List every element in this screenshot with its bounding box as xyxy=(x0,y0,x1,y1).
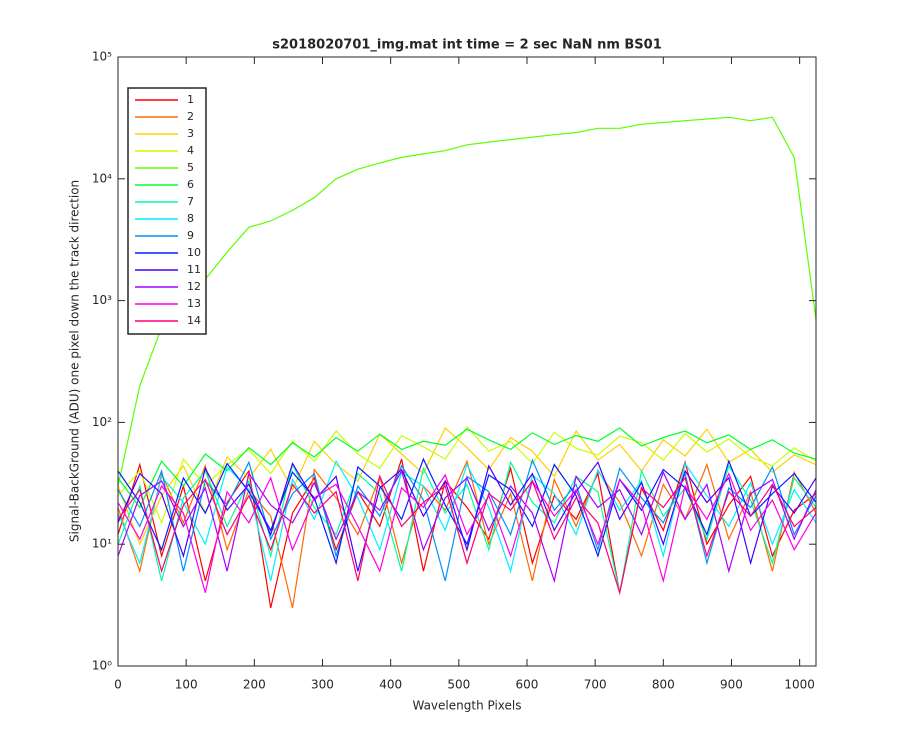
legend-label: 7 xyxy=(187,195,194,208)
series-line xyxy=(118,460,816,593)
x-tick-label: 500 xyxy=(447,678,470,692)
series-line xyxy=(118,427,816,509)
legend-label: 12 xyxy=(187,280,201,293)
x-tick-label: 0 xyxy=(114,678,122,692)
legend-label: 9 xyxy=(187,229,194,242)
y-axis-label: Signal-BackGround (ADU) one pixel down t… xyxy=(68,180,82,542)
x-tick-label: 700 xyxy=(584,678,607,692)
y-tick-label: 10⁴ xyxy=(92,171,112,185)
axes-box xyxy=(117,56,817,667)
y-tick-label: 10² xyxy=(92,415,112,429)
series-line xyxy=(118,457,816,566)
series-line xyxy=(118,474,816,596)
x-tick-label: 1000 xyxy=(784,678,815,692)
legend-label: 11 xyxy=(187,263,201,276)
x-tick-label: 400 xyxy=(379,678,402,692)
legend-label: 14 xyxy=(187,314,201,327)
series-line xyxy=(118,469,816,584)
series-line xyxy=(118,459,816,609)
y-tick-label: 10⁰ xyxy=(92,659,112,673)
series-line xyxy=(118,425,816,525)
legend-label: 10 xyxy=(187,246,201,259)
legend-label: 2 xyxy=(187,110,194,123)
legend-label: 3 xyxy=(187,127,194,140)
series-line xyxy=(118,458,816,582)
legend-label: 6 xyxy=(187,178,194,191)
x-tick-label: 800 xyxy=(652,678,675,692)
legend-label: 1 xyxy=(187,93,194,106)
legend-label: 13 xyxy=(187,297,201,310)
legend-label: 8 xyxy=(187,212,194,225)
x-tick-label: 900 xyxy=(720,678,743,692)
x-axis-label: Wavelength Pixels xyxy=(412,699,521,713)
plot-area xyxy=(118,57,816,666)
series-line xyxy=(118,116,816,487)
y-tick-label: 10⁵ xyxy=(92,50,112,64)
x-tick-label: 200 xyxy=(243,678,266,692)
x-tick-label: 300 xyxy=(311,678,334,692)
legend-label: 5 xyxy=(187,161,194,174)
chart-title: s2018020701_img.mat int time = 2 sec NaN… xyxy=(272,38,662,53)
x-tick-label: 600 xyxy=(516,678,539,692)
legend-box xyxy=(127,87,207,335)
y-tick-label: 10¹ xyxy=(92,537,112,551)
y-tick-label: 10³ xyxy=(92,293,112,307)
series-line xyxy=(118,472,816,593)
legend-label: 4 xyxy=(187,144,194,157)
x-tick-label: 100 xyxy=(175,678,198,692)
series-line xyxy=(118,459,816,582)
